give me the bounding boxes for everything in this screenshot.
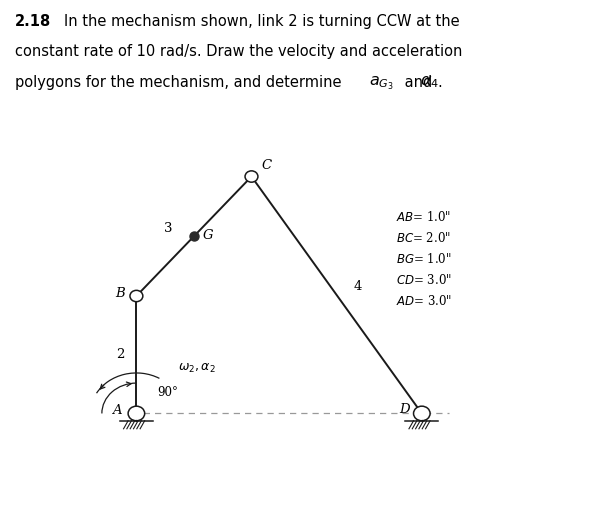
Text: .: . [438, 75, 443, 90]
Text: $\mathit{a}_{G_3}$: $\mathit{a}_{G_3}$ [369, 75, 394, 93]
Text: $\omega_2, \alpha_2$: $\omega_2, \alpha_2$ [178, 362, 216, 375]
Text: $\mathit{CD}$= 3.0": $\mathit{CD}$= 3.0" [397, 273, 452, 287]
Text: B: B [115, 288, 125, 300]
Text: constant rate of 10 rad/s. Draw the velocity and acceleration: constant rate of 10 rad/s. Draw the velo… [15, 45, 462, 59]
Text: 4: 4 [353, 280, 362, 294]
Text: $\mathit{\alpha}_4$: $\mathit{\alpha}_4$ [420, 75, 439, 90]
Text: 3: 3 [165, 221, 173, 235]
Text: C: C [261, 159, 271, 173]
Circle shape [128, 406, 145, 421]
Text: In the mechanism shown, link 2 is turning CCW at the: In the mechanism shown, link 2 is turnin… [64, 14, 459, 29]
Text: 2.18: 2.18 [15, 14, 51, 29]
Text: $\mathit{BG}$= 1.0": $\mathit{BG}$= 1.0" [397, 252, 452, 266]
Text: 90°: 90° [157, 386, 178, 399]
Text: A: A [112, 404, 122, 417]
Circle shape [130, 290, 143, 302]
Circle shape [413, 406, 430, 421]
Text: G: G [202, 229, 213, 242]
Text: 2: 2 [116, 348, 125, 361]
Text: $\mathit{BC}$= 2.0": $\mathit{BC}$= 2.0" [397, 231, 451, 245]
Text: and: and [400, 75, 437, 90]
Text: $\mathit{AD}$= 3.0": $\mathit{AD}$= 3.0" [397, 294, 453, 308]
Text: $\mathit{AB}$= 1.0": $\mathit{AB}$= 1.0" [397, 210, 451, 224]
Circle shape [245, 171, 258, 182]
Text: D: D [400, 403, 410, 416]
Text: polygons for the mechanism, and determine: polygons for the mechanism, and determin… [15, 75, 346, 90]
